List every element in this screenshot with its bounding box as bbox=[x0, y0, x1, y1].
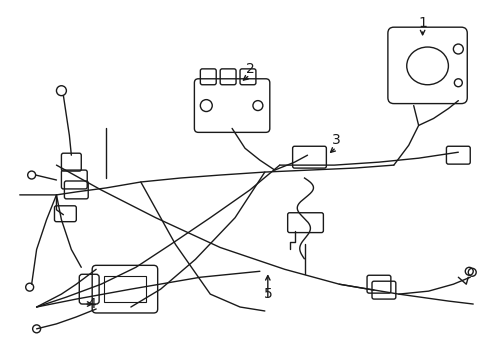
Bar bbox=[104, 276, 145, 302]
Text: 2: 2 bbox=[245, 62, 254, 76]
Text: 3: 3 bbox=[331, 133, 340, 147]
Text: 5: 5 bbox=[263, 287, 272, 301]
Text: 1: 1 bbox=[417, 16, 426, 30]
Text: 4: 4 bbox=[87, 297, 95, 311]
